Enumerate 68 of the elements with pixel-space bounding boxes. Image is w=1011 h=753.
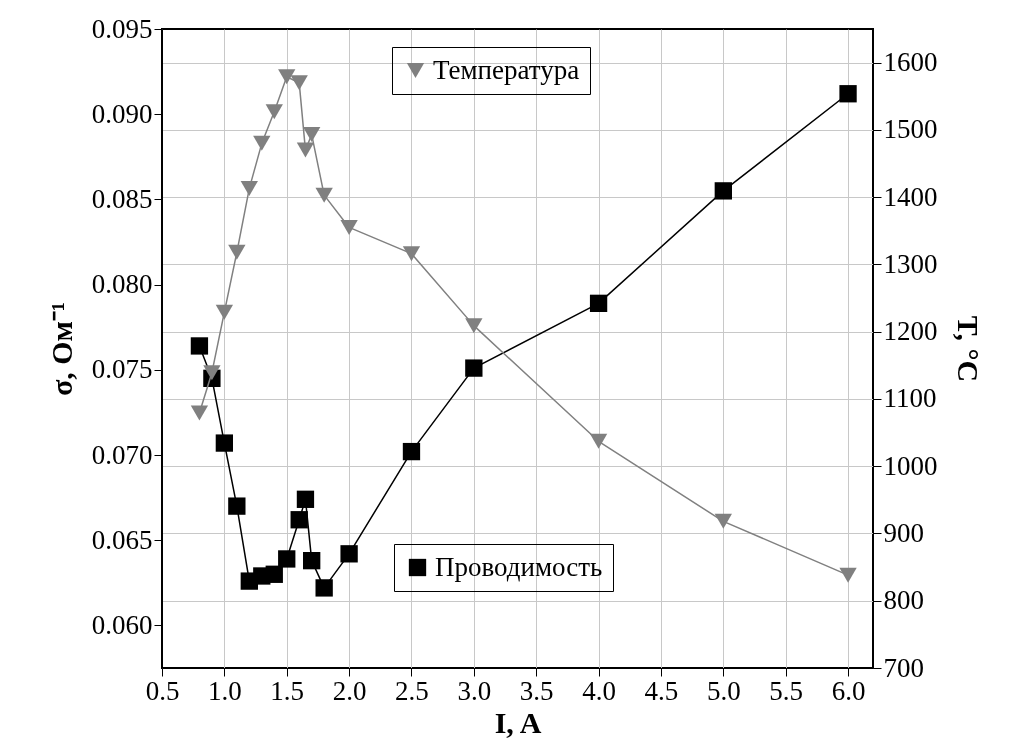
point: [278, 69, 296, 85]
point: [278, 550, 296, 568]
point: [253, 135, 271, 151]
point: [190, 405, 209, 421]
point: [290, 511, 308, 529]
y2-tick-label: 1400: [883, 181, 938, 212]
y2-axis-title: T, °C: [951, 315, 985, 383]
y-tick-label: 0.080: [91, 269, 153, 300]
x-axis-title: I, A: [494, 705, 542, 739]
y2-tick-label: 1200: [883, 316, 938, 347]
legend-label: Проводимость: [435, 551, 603, 582]
point: [402, 442, 421, 461]
x-tick-label: 5.5: [769, 675, 804, 706]
x-tick-label: 0.5: [145, 675, 180, 706]
point: [228, 244, 246, 260]
y2-tick-label: 1600: [883, 47, 938, 78]
y-tick-label: 0.065: [91, 524, 153, 555]
point: [839, 85, 857, 103]
x-tick-label: 3.0: [457, 675, 492, 706]
point: [315, 579, 333, 597]
x-tick-label: 3.5: [519, 675, 554, 706]
x-tick-label: 2.5: [395, 675, 429, 706]
x-tick-label: 6.0: [831, 675, 866, 706]
point: [203, 365, 221, 381]
x-tick-label: 4.0: [582, 675, 616, 706]
y-tick-label: 0.085: [91, 183, 153, 214]
point: [714, 182, 732, 200]
point: [296, 142, 315, 158]
y2-tick-label: 1500: [883, 114, 938, 145]
point: [303, 127, 321, 143]
point: [265, 565, 283, 583]
point: [340, 219, 358, 235]
y2-tick-label: 1100: [883, 383, 937, 414]
point: [465, 318, 483, 334]
y-axis-title: σ, Ом⁻¹: [44, 301, 78, 397]
point: [296, 490, 315, 508]
point: [228, 497, 246, 515]
point: [402, 246, 421, 262]
y2-tick-label: 900: [883, 517, 924, 548]
point: [215, 304, 234, 320]
x-tick-label: 1.5: [270, 675, 305, 706]
point: [589, 294, 608, 312]
point: [190, 337, 209, 355]
y2-tick-label: 800: [883, 585, 924, 616]
x-tick-label: 5.0: [706, 675, 741, 706]
y-tick-label: 0.090: [91, 98, 153, 129]
y2-tick-label: 1000: [883, 450, 938, 481]
point: [465, 359, 483, 377]
point: [215, 434, 234, 452]
x-tick-label: 1.0: [207, 675, 242, 706]
point: [265, 104, 283, 120]
point: [240, 180, 258, 196]
point: [290, 75, 308, 91]
y2-tick-label: 700: [883, 652, 924, 683]
legend-label: Температура: [433, 54, 580, 85]
point: [714, 513, 732, 529]
y-tick-label: 0.075: [91, 354, 153, 385]
y2-tick-label: 1300: [883, 248, 938, 279]
point: [589, 433, 608, 449]
y-tick-label: 0.070: [91, 439, 153, 470]
point: [340, 545, 358, 563]
point: [315, 187, 333, 203]
y-tick-label: 0.095: [91, 13, 153, 44]
point: [839, 567, 857, 583]
x-tick-label: 4.5: [644, 675, 679, 706]
x-tick-label: 2.0: [332, 675, 367, 706]
y-tick-label: 0.060: [91, 609, 153, 640]
point: [303, 551, 321, 570]
